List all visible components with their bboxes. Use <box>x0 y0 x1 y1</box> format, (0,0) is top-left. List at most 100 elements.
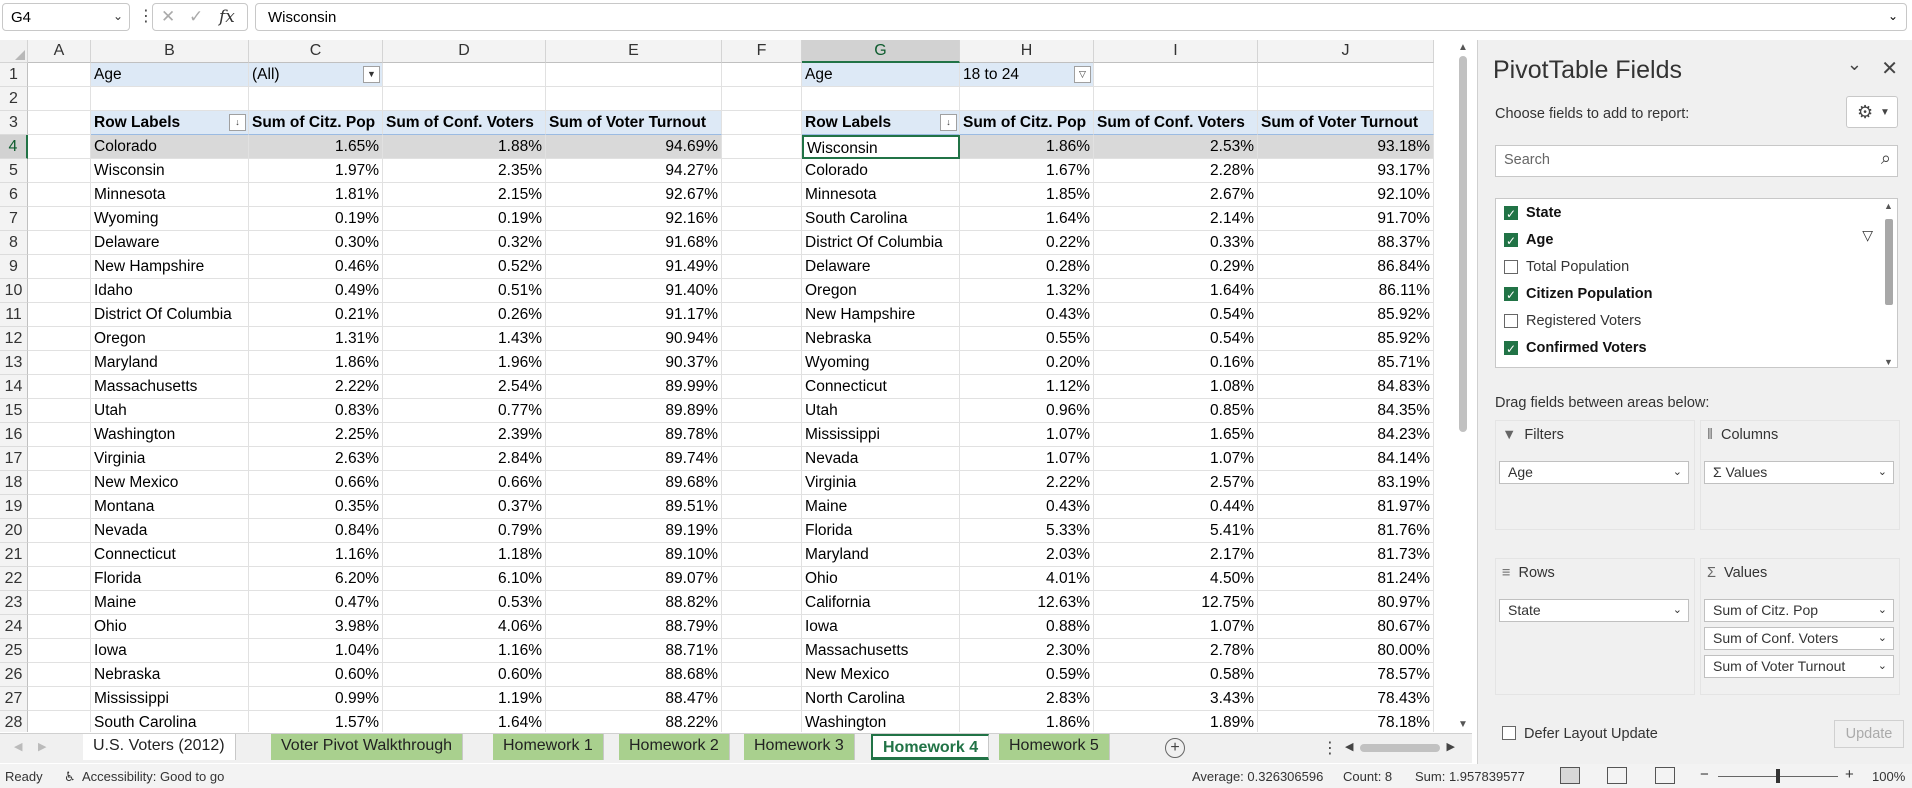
pivot2-cell[interactable]: 0.43% <box>960 303 1094 327</box>
defer-layout-update[interactable]: Defer Layout Update <box>1502 726 1658 742</box>
chevron-down-icon[interactable]: ⌄ <box>1877 466 1887 478</box>
pivot1-cell[interactable]: 1.43% <box>383 327 546 351</box>
pivot1-cell[interactable]: 2.84% <box>383 447 546 471</box>
pivot2-cell[interactable]: South Carolina <box>802 207 960 231</box>
pivot1-cell[interactable]: Nevada <box>91 519 249 543</box>
pivot1-cell[interactable]: 2.63% <box>249 447 383 471</box>
pivot1-cell[interactable]: Minnesota <box>91 183 249 207</box>
pivot1-cell[interactable]: 94.27% <box>546 159 722 183</box>
vertical-scrollbar[interactable]: ▲ ▼ <box>1454 40 1472 732</box>
pivot2-cell[interactable]: 0.59% <box>960 663 1094 687</box>
field-checkbox[interactable] <box>1504 232 1518 250</box>
cell-a1[interactable] <box>28 63 91 87</box>
pivot1-cell[interactable]: 1.64% <box>383 711 546 732</box>
pivot1-cell[interactable]: 89.99% <box>546 375 722 399</box>
cancel-icon[interactable]: ✕ <box>161 7 176 26</box>
pivot1-cell[interactable]: 0.53% <box>383 591 546 615</box>
zoom-slider-thumb[interactable] <box>1776 769 1780 783</box>
pivot1-cell[interactable]: Utah <box>91 399 249 423</box>
cell-a22[interactable] <box>28 567 91 591</box>
pivot1-cell[interactable]: 2.39% <box>383 423 546 447</box>
field-checkbox[interactable] <box>1504 205 1518 223</box>
pivot1-cell[interactable]: 0.47% <box>249 591 383 615</box>
scroll-down-icon[interactable]: ▼ <box>1458 719 1468 730</box>
cell-f20[interactable] <box>722 519 802 543</box>
cell-f19[interactable] <box>722 495 802 519</box>
field-list-scroll-thumb[interactable] <box>1885 219 1893 305</box>
cell-a19[interactable] <box>28 495 91 519</box>
cell-a14[interactable] <box>28 375 91 399</box>
pivot2-cell[interactable]: Delaware <box>802 255 960 279</box>
pivot1-cell[interactable]: 0.60% <box>249 663 383 687</box>
pivot2-cell[interactable]: 1.64% <box>960 207 1094 231</box>
row-header-17[interactable]: 17 <box>0 447 28 471</box>
pivot2-filter-value[interactable]: 18 to 24 ▽ <box>960 63 1094 87</box>
pivot1-cell[interactable]: 1.96% <box>383 351 546 375</box>
pivot2-cell[interactable]: 0.28% <box>960 255 1094 279</box>
close-icon[interactable]: ✕ <box>1881 58 1898 80</box>
chevron-down-icon[interactable]: ⌄ <box>1672 466 1682 478</box>
pivot1-cell[interactable]: Washington <box>91 423 249 447</box>
sheet-tab[interactable]: Homework 1 <box>493 734 604 760</box>
pivot1-cell[interactable]: 89.19% <box>546 519 722 543</box>
pivot1-cell[interactable]: 89.78% <box>546 423 722 447</box>
pivot2-header-1[interactable]: Sum of Citz. Pop <box>960 111 1094 135</box>
pivot1-cell[interactable]: 91.40% <box>546 279 722 303</box>
field-checkbox[interactable] <box>1504 286 1518 304</box>
pivot1-cell[interactable]: Montana <box>91 495 249 519</box>
pivot1-cell[interactable]: 91.68% <box>546 231 722 255</box>
row-header-5[interactable]: 5 <box>0 159 28 183</box>
pivot1-cell[interactable]: 1.04% <box>249 639 383 663</box>
cell-f12[interactable] <box>722 327 802 351</box>
filters-item-age[interactable]: Age ⌄ <box>1499 461 1689 484</box>
pivot2-cell[interactable]: 0.44% <box>1094 495 1258 519</box>
cell-f22[interactable] <box>722 567 802 591</box>
row-header-21[interactable]: 21 <box>0 543 28 567</box>
next-sheet-icon[interactable]: ▶ <box>38 741 47 753</box>
pivot2-cell[interactable]: Minnesota <box>802 183 960 207</box>
pivot1-cell[interactable]: 1.16% <box>249 543 383 567</box>
pivot2-cell[interactable]: 2.03% <box>960 543 1094 567</box>
pivot1-cell[interactable]: 1.86% <box>249 351 383 375</box>
cell-a15[interactable] <box>28 399 91 423</box>
pivot2-cell[interactable]: 1.86% <box>960 711 1094 732</box>
pivot2-cell[interactable]: Washington <box>802 711 960 732</box>
field-checkbox[interactable] <box>1504 314 1518 328</box>
insert-function-icon[interactable]: fx <box>219 7 235 27</box>
cell-f24[interactable] <box>722 615 802 639</box>
pivot1-cell[interactable]: 0.49% <box>249 279 383 303</box>
zoom-out-icon[interactable]: − <box>1700 766 1709 783</box>
column-header-j[interactable]: J <box>1258 40 1434 63</box>
pivot1-cell[interactable]: 0.99% <box>249 687 383 711</box>
horizontal-scrollbar[interactable]: ◀ ▶ <box>1345 741 1455 755</box>
pivot1-cell[interactable]: 89.74% <box>546 447 722 471</box>
pivot2-cell[interactable]: 1.12% <box>960 375 1094 399</box>
column-header-c[interactable]: C <box>249 40 383 63</box>
cell-a17[interactable] <box>28 447 91 471</box>
pivot1-cell[interactable]: 88.79% <box>546 615 722 639</box>
filter-dropdown-icon[interactable]: ▼ <box>363 66 380 83</box>
pivot1-header-0[interactable]: Row Labels ↓ <box>91 111 249 135</box>
pivot1-cell[interactable]: 94.69% <box>546 135 722 159</box>
pivot1-cell[interactable]: Maryland <box>91 351 249 375</box>
row-header-16[interactable]: 16 <box>0 423 28 447</box>
cell-f21[interactable] <box>722 543 802 567</box>
pivot2-cell[interactable]: 0.88% <box>960 615 1094 639</box>
pivot1-cell[interactable]: 0.83% <box>249 399 383 423</box>
field-search-input[interactable]: Search ⌕ <box>1495 145 1898 177</box>
pivot1-cell[interactable]: Colorado <box>91 135 249 159</box>
cell-i1[interactable] <box>1094 63 1258 87</box>
select-all-corner[interactable] <box>0 40 28 63</box>
accessibility-icon[interactable]: ♿ <box>64 769 76 784</box>
cell-f3[interactable] <box>722 111 802 135</box>
pivot2-cell[interactable]: 0.22% <box>960 231 1094 255</box>
pivot1-cell[interactable]: 91.49% <box>546 255 722 279</box>
pivot2-cell[interactable]: 0.29% <box>1094 255 1258 279</box>
row-header-15[interactable]: 15 <box>0 399 28 423</box>
row-header-19[interactable]: 19 <box>0 495 28 519</box>
row-header-24[interactable]: 24 <box>0 615 28 639</box>
row-header-14[interactable]: 14 <box>0 375 28 399</box>
pivot1-cell[interactable]: 1.31% <box>249 327 383 351</box>
cell-f18[interactable] <box>722 471 802 495</box>
scroll-down-icon[interactable]: ▼ <box>1884 357 1893 367</box>
